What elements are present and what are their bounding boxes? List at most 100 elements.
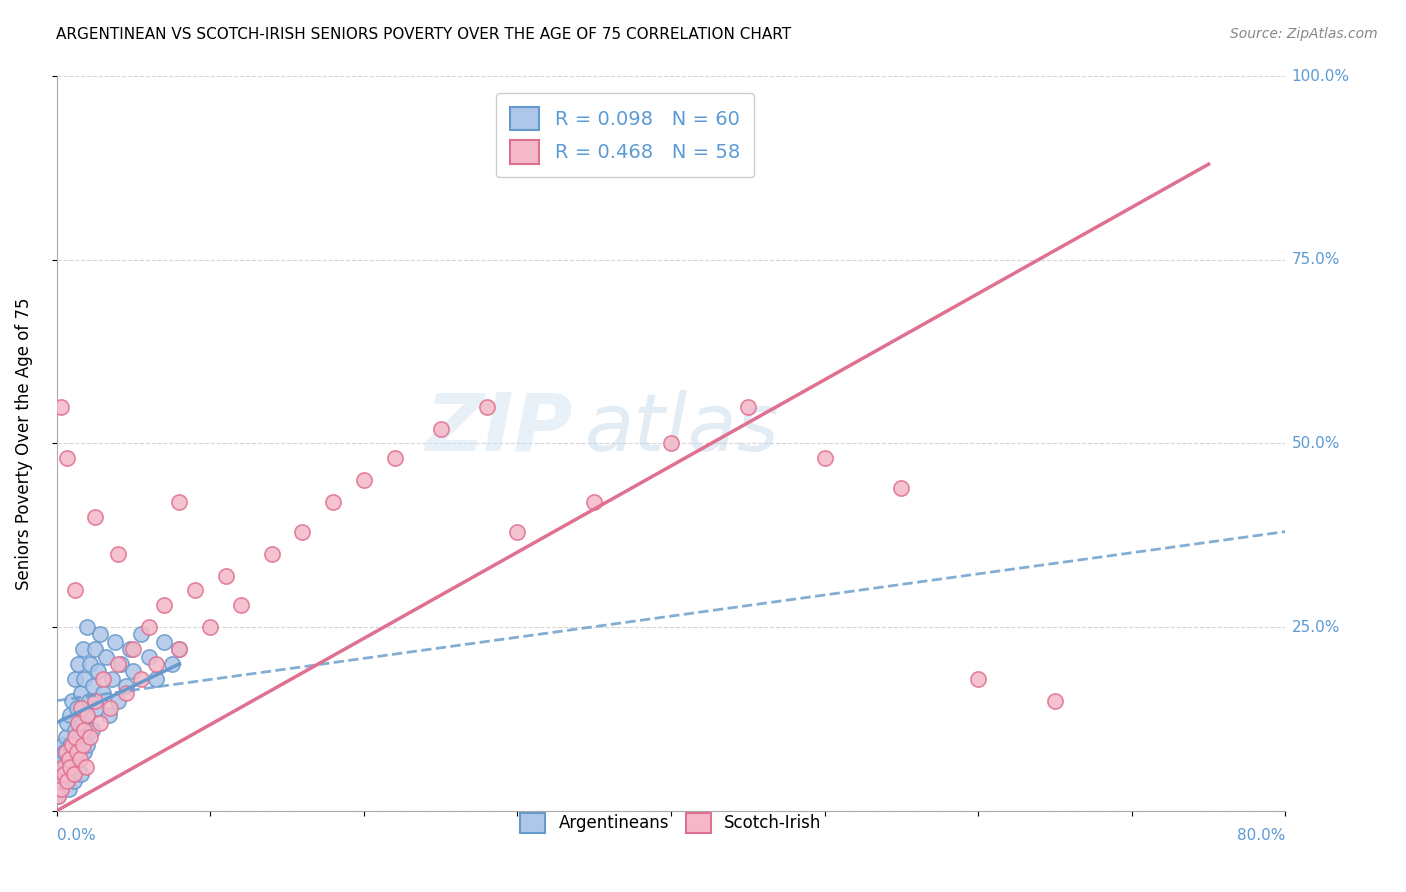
Point [53,745,76,759]
Point [91,686,114,700]
Text: atlas: atlas [585,390,780,467]
Point [101,672,124,686]
Point [63,583,86,598]
Point [60,738,83,752]
Text: 25.0%: 25.0% [1292,620,1340,634]
Point [80,723,103,737]
Point [79,731,101,745]
Point [153,635,176,649]
Point [58,752,80,766]
Point [890,481,912,495]
Point [229,598,252,612]
Point [63,731,86,745]
Point [52,738,75,752]
Point [62,774,84,789]
Point [107,693,129,707]
Point [73,745,96,759]
Point [659,436,682,450]
Point [75,708,97,723]
Point [46,789,69,804]
Point [104,635,127,649]
Point [58,781,80,796]
Point [73,723,96,737]
Point [583,495,606,509]
Point [51,400,73,414]
Point [70,767,93,781]
Point [91,672,114,686]
Point [120,642,142,657]
Point [506,524,529,539]
Point [75,760,97,774]
Point [77,693,100,707]
Point [51,752,73,766]
Point [353,473,375,487]
Point [59,760,82,774]
Point [51,781,73,796]
Point [65,701,87,715]
Point [384,451,406,466]
Point [138,649,160,664]
Point [72,715,94,730]
Point [967,672,990,686]
Point [200,620,222,634]
Point [76,708,98,723]
Point [153,598,176,612]
Point [79,657,101,671]
Text: 100.0%: 100.0% [1292,69,1350,84]
Point [129,627,152,641]
Point [98,701,121,715]
Point [291,524,314,539]
Point [122,642,145,657]
Text: ZIP: ZIP [426,390,572,467]
Point [1043,693,1066,707]
Point [72,642,94,657]
Point [67,715,90,730]
Legend: Argentineans, Scotch-Irish: Argentineans, Scotch-Irish [510,803,831,843]
Text: 0.0%: 0.0% [56,829,96,843]
Point [52,760,75,774]
Point [69,752,91,766]
Point [56,767,79,781]
Point [63,672,86,686]
Point [84,642,107,657]
Point [84,693,107,707]
Point [48,760,70,774]
Point [72,738,94,752]
Point [169,642,191,657]
Point [59,738,82,752]
Point [52,767,75,781]
Point [114,679,136,693]
Point [475,400,498,414]
Point [65,745,87,759]
Point [60,760,83,774]
Point [97,708,120,723]
Point [260,547,283,561]
Point [55,745,77,759]
Point [63,723,86,737]
Point [82,679,104,693]
Point [65,752,87,766]
Point [114,686,136,700]
Point [184,583,207,598]
Point [122,664,145,678]
Point [129,672,152,686]
Point [214,568,236,582]
Point [86,701,108,715]
Point [62,745,84,759]
Point [67,657,90,671]
Point [76,620,98,634]
Point [138,620,160,634]
Text: 50.0%: 50.0% [1292,436,1340,451]
Point [107,657,129,671]
Point [813,451,835,466]
Point [56,451,79,466]
Point [51,781,73,796]
Point [94,649,117,664]
Point [62,767,84,781]
Point [70,701,93,715]
Point [107,547,129,561]
Point [46,789,69,804]
Point [87,664,110,678]
Point [73,672,96,686]
Point [322,495,344,509]
